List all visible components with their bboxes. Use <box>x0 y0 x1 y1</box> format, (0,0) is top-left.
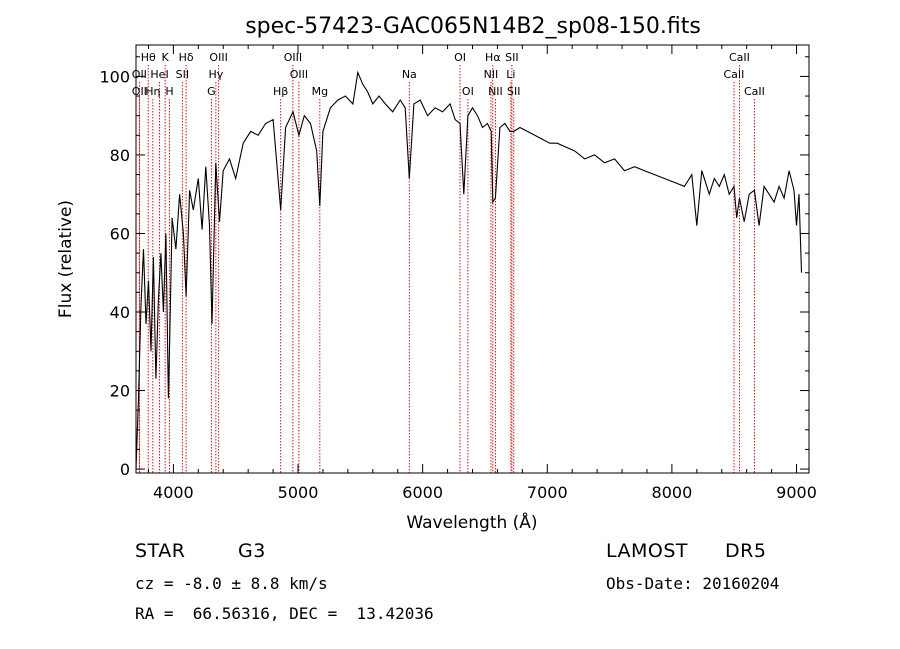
line-label: Hθ <box>141 51 156 64</box>
line-label: OI <box>462 85 474 98</box>
y-axis-ticks: 0 20 40 60 80 100 <box>99 56 809 479</box>
plot-frame <box>135 44 810 474</box>
y-tick-label: 80 <box>110 146 130 165</box>
x-tick-label: 9000 <box>776 483 817 502</box>
y-tick-label: 0 <box>120 460 130 479</box>
line-label: NII <box>484 68 499 81</box>
y-tick-label: 60 <box>110 224 130 243</box>
line-label: Hβ <box>273 85 288 98</box>
spectrum-line <box>135 70 803 470</box>
x-tick-label: 6000 <box>402 483 443 502</box>
emission-line-markers <box>138 65 755 473</box>
y-tick-label: 20 <box>110 382 130 401</box>
line-label: G <box>207 85 216 98</box>
line-label: Hη <box>145 85 160 98</box>
x-tick-label: 5000 <box>278 483 319 502</box>
line-label: Hα <box>485 51 501 64</box>
line-label: Na <box>402 68 417 81</box>
data-release: DR5 <box>725 540 767 562</box>
x-tick-label: 8000 <box>652 483 693 502</box>
chart-title: spec-57423-GAC065N14B2_sp08-150.fits <box>245 14 701 39</box>
x-axis-label: Wavelength (Å) <box>406 511 537 533</box>
object-class: STAR <box>135 540 186 562</box>
line-label: OII <box>132 68 147 81</box>
line-label: Hδ <box>179 51 194 64</box>
line-label: CaII <box>744 85 765 98</box>
line-label: Mg <box>312 85 328 98</box>
x-tick-label: 4000 <box>153 483 194 502</box>
line-label: SII <box>505 51 518 64</box>
observation-date: Obs-Date: 20160204 <box>606 574 780 593</box>
y-tick-label: 40 <box>110 303 130 322</box>
object-subclass: G3 <box>238 540 266 562</box>
line-label: HeI <box>150 68 168 81</box>
x-axis-ticks: 4000 5000 6000 7000 8000 9000 <box>147 45 817 502</box>
y-axis-label: Flux (relative) <box>56 200 76 318</box>
line-label: Hγ <box>208 68 223 81</box>
line-label: CaII <box>724 68 745 81</box>
line-label: OIII <box>290 68 308 81</box>
line-label: H <box>165 85 173 98</box>
line-label: SII <box>507 85 520 98</box>
line-label: OI <box>454 51 466 64</box>
line-label: CaII <box>729 51 750 64</box>
line-label: K <box>162 51 170 64</box>
x-tick-label: 7000 <box>527 483 568 502</box>
line-label: Li <box>506 68 515 81</box>
line-label: OIII <box>284 51 302 64</box>
redshift-cz: cz = -8.0 ± 8.8 km/s <box>135 574 328 593</box>
line-label: SII <box>176 68 189 81</box>
survey-name: LAMOST <box>606 540 689 562</box>
coordinates: RA = 66.56316, DEC = 13.42036 <box>135 604 434 623</box>
line-label: OIII <box>209 51 227 64</box>
line-label: NII <box>488 85 503 98</box>
y-tick-label: 100 <box>99 67 130 86</box>
